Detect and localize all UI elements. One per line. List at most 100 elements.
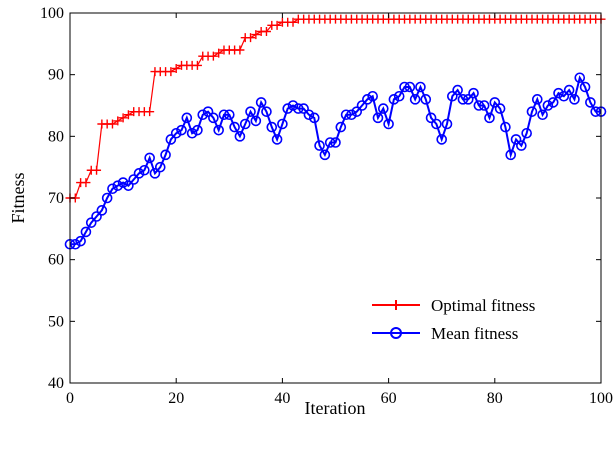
data-point — [346, 109, 357, 121]
data-point — [255, 97, 267, 108]
data-point — [526, 106, 538, 117]
data-point — [118, 113, 128, 123]
y-tick-label: 70 — [48, 190, 64, 207]
data-point — [462, 94, 474, 105]
data-point — [113, 116, 123, 126]
data-point — [239, 118, 251, 130]
data-point — [399, 81, 410, 93]
data-point — [452, 84, 463, 96]
data-point — [277, 118, 288, 130]
legend-entry: Mean fitness — [372, 324, 518, 343]
data-point — [537, 109, 548, 121]
data-point — [431, 118, 442, 130]
x-tick-label: 100 — [589, 390, 613, 407]
y-axis-label: Fitness — [8, 172, 28, 223]
data-point — [133, 168, 145, 179]
data-point — [516, 140, 527, 151]
x-tick-label: 0 — [66, 390, 74, 407]
data-point — [569, 94, 580, 105]
data-point — [149, 168, 161, 179]
data-point — [165, 134, 177, 145]
data-point — [171, 64, 181, 73]
data-point — [70, 238, 81, 250]
data-point — [340, 109, 352, 121]
data-point — [404, 81, 416, 93]
axes-layer: 0 20 40 60 80 100 40 50 60 70 80 90 100 — [40, 5, 613, 407]
x-tick-label: 80 — [487, 390, 503, 407]
data-point — [214, 48, 224, 58]
data-point — [489, 97, 501, 108]
data-point — [123, 110, 133, 120]
data-point — [272, 20, 282, 30]
legend-marker — [390, 327, 402, 339]
data-point — [531, 94, 543, 105]
legend-entry: Optimal fitness — [372, 296, 535, 315]
data-point — [117, 177, 129, 188]
data-point — [246, 33, 256, 43]
data-point — [547, 97, 559, 108]
data-point — [393, 90, 405, 102]
y-tick-label: 40 — [48, 375, 64, 392]
data-point — [579, 81, 591, 93]
y-tick-label: 60 — [48, 252, 64, 269]
data-point — [473, 100, 485, 111]
data-point — [160, 149, 171, 161]
data-point — [186, 127, 198, 139]
series-line — [70, 75, 601, 246]
data-point — [441, 118, 453, 130]
legend-label: Mean fitness — [431, 324, 518, 343]
data-point — [288, 17, 298, 27]
x-tick-label: 20 — [168, 390, 184, 407]
data-point — [351, 106, 363, 117]
data-point — [197, 109, 209, 121]
data-point — [319, 149, 331, 161]
data-point — [415, 81, 426, 93]
data-point — [128, 174, 140, 185]
legend-marker — [391, 300, 401, 310]
data-point — [107, 183, 118, 195]
data-point — [308, 112, 320, 124]
data-point — [266, 121, 278, 133]
data-point — [484, 112, 495, 124]
data-point — [123, 180, 134, 191]
data-point — [585, 97, 596, 108]
data-point — [372, 112, 384, 124]
data-point — [590, 106, 601, 117]
data-point — [176, 124, 187, 136]
data-point — [250, 115, 262, 127]
data-point — [494, 103, 506, 114]
data-point — [553, 87, 564, 99]
data-point — [478, 100, 490, 111]
y-tick-label: 90 — [48, 67, 64, 84]
data-point — [154, 161, 166, 173]
data-point — [468, 87, 479, 99]
data-point — [192, 60, 202, 70]
data-point — [314, 140, 325, 151]
data-point — [377, 103, 389, 114]
data-point — [75, 235, 86, 247]
data-point — [181, 112, 193, 124]
data-point — [166, 67, 176, 77]
data-point — [282, 103, 294, 114]
data-point — [425, 112, 437, 124]
data-point — [218, 109, 230, 121]
data-point — [261, 27, 271, 36]
data-point — [229, 121, 240, 133]
data-point — [563, 84, 575, 96]
data-point — [409, 94, 421, 105]
data-point — [235, 45, 245, 55]
data-point — [261, 106, 272, 117]
data-point — [383, 118, 394, 130]
data-point — [85, 217, 97, 228]
data-point — [192, 124, 203, 136]
data-point — [388, 94, 400, 105]
data-point — [208, 112, 219, 124]
data-point — [574, 72, 586, 84]
data-point — [558, 90, 570, 102]
data-point — [330, 137, 341, 148]
data-point — [145, 107, 155, 117]
plot-background — [70, 13, 601, 383]
x-tick-label: 60 — [381, 390, 397, 407]
x-axis-label: Iteration — [305, 398, 366, 418]
